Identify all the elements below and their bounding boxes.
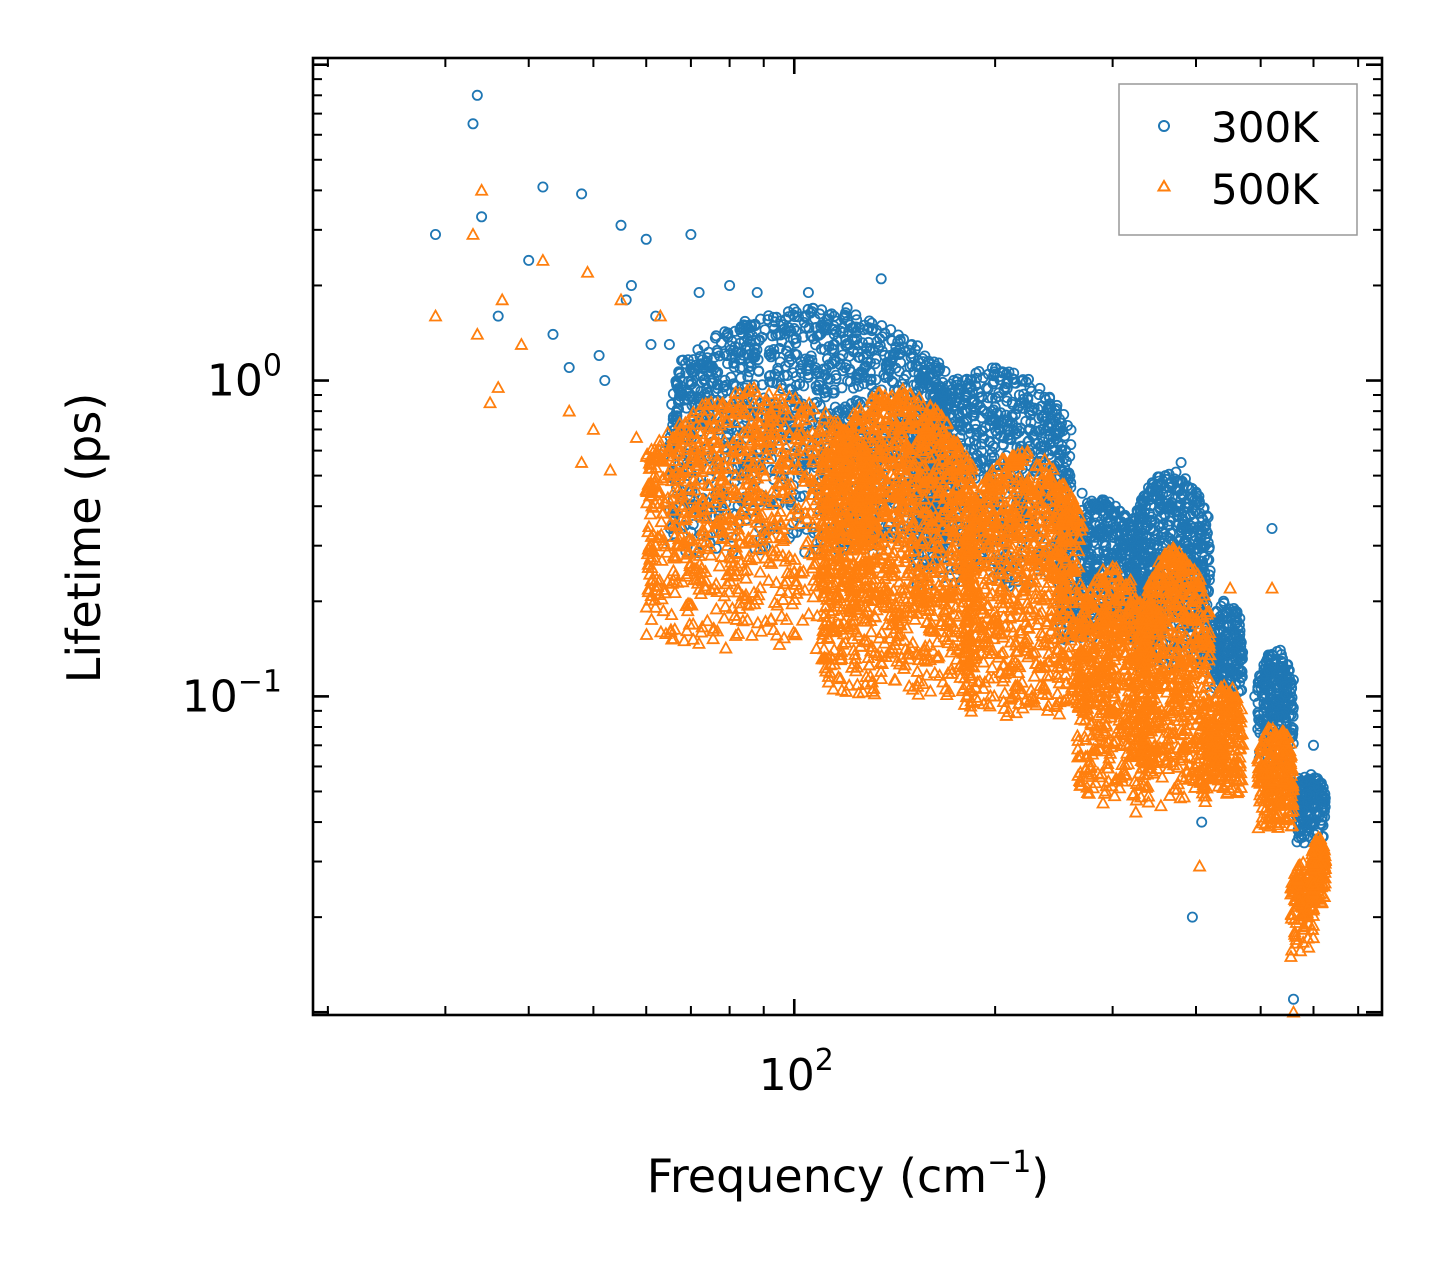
- point-300k: [764, 345, 776, 357]
- point-300k: [823, 313, 835, 325]
- point-300k: [857, 351, 869, 363]
- point-300k: [865, 379, 877, 391]
- point-300k: [819, 391, 831, 403]
- point-300k: [846, 333, 858, 345]
- point-300k: [855, 366, 867, 378]
- point-300k: [709, 332, 721, 344]
- point-300k: [697, 370, 709, 382]
- point-300k: [790, 306, 802, 318]
- point-300k: [828, 387, 840, 399]
- point-300k: [753, 365, 765, 377]
- point-300k: [856, 337, 868, 349]
- point-300k: [666, 398, 678, 410]
- series-layer: [428, 89, 1333, 1018]
- point-300k: [708, 376, 720, 388]
- point-300k: [672, 382, 684, 394]
- point-300k: [844, 376, 856, 388]
- point-300k: [756, 331, 768, 343]
- point-300k: [866, 317, 878, 329]
- point-300k: [869, 358, 881, 370]
- point-300k: [788, 303, 800, 315]
- point-300k: [852, 351, 864, 363]
- point-300k: [720, 379, 732, 391]
- point-300k: [682, 354, 694, 366]
- point-300k: [851, 374, 863, 386]
- point-300k: [827, 339, 839, 351]
- point-300k: [885, 324, 897, 336]
- point-300k: [811, 384, 823, 396]
- point-300k: [771, 311, 783, 323]
- point-300k: [667, 413, 679, 425]
- point-300k: [819, 344, 831, 356]
- point-300k: [876, 320, 888, 332]
- point-300k: [721, 350, 733, 362]
- point-300k: [850, 309, 862, 321]
- point-300k: [876, 331, 888, 343]
- point-300k: [714, 350, 726, 362]
- point-300k: [839, 362, 851, 374]
- point-300k: [798, 380, 810, 392]
- point-300k: [771, 498, 783, 510]
- point-300k: [763, 349, 775, 361]
- point-300k: [756, 379, 768, 391]
- point-300k: [811, 330, 823, 342]
- point-300k: [719, 348, 731, 360]
- point-300k: [673, 396, 685, 408]
- point-300k: [854, 372, 866, 384]
- point-300k: [915, 373, 927, 385]
- point-300k: [797, 331, 809, 343]
- point-300k: [874, 333, 886, 345]
- point-300k: [836, 382, 848, 394]
- point-300k: [918, 367, 930, 379]
- point-300k: [794, 491, 806, 503]
- point-300k: [863, 336, 875, 348]
- point-300k: [864, 374, 876, 386]
- point-300k: [725, 371, 737, 383]
- point-300k: [881, 356, 893, 368]
- point-300k: [834, 353, 846, 365]
- point-300k: [853, 380, 865, 392]
- point-300k: [773, 342, 785, 354]
- point-300k: [805, 350, 817, 362]
- point-300k: [794, 363, 806, 375]
- point-300k: [671, 376, 683, 388]
- point-300k: [748, 351, 760, 363]
- point-300k: [778, 369, 790, 381]
- point-300k: [673, 366, 685, 378]
- point-300k: [833, 405, 845, 417]
- point-300k: [737, 349, 749, 361]
- point-300k: [674, 367, 686, 379]
- point-300k: [890, 341, 902, 353]
- point-300k: [799, 311, 811, 323]
- point-300k: [735, 327, 747, 339]
- point-300k: [821, 386, 833, 398]
- point-300k: [729, 357, 741, 369]
- point-300k: [783, 325, 795, 337]
- point-300k: [743, 361, 755, 373]
- point-300k: [803, 322, 815, 334]
- point-300k: [742, 371, 754, 383]
- point-300k: [736, 361, 748, 373]
- point-300k: [695, 385, 707, 397]
- point-300k: [826, 358, 838, 370]
- point-300k: [686, 390, 698, 402]
- point-300k: [677, 354, 689, 366]
- point-300k: [866, 325, 878, 337]
- point-300k: [790, 332, 802, 344]
- point-300k: [888, 348, 900, 360]
- point-300k: [764, 369, 776, 381]
- point-300k: [772, 362, 784, 374]
- point-300k: [783, 340, 795, 352]
